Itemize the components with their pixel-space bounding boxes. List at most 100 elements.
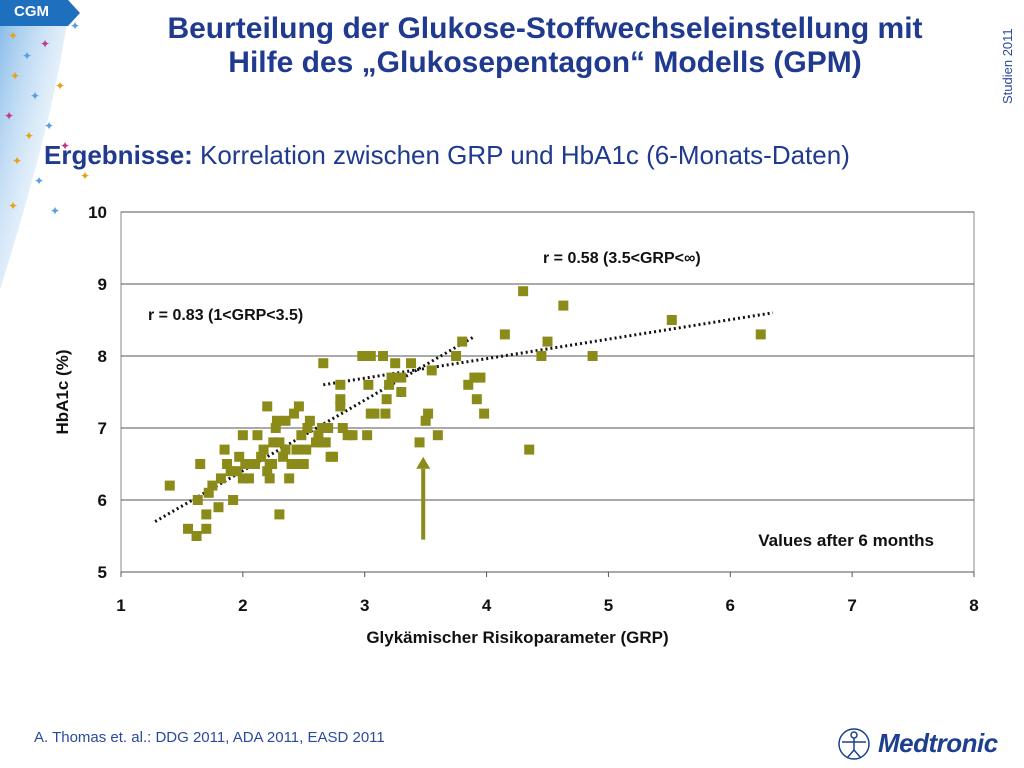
data-point-28 <box>267 459 278 469</box>
data-point-92 <box>518 286 529 297</box>
data-point-19 <box>237 430 248 441</box>
data-point-35 <box>278 451 289 462</box>
data-point-59 <box>335 394 346 405</box>
medtronic-logo: Medtronic <box>878 728 998 758</box>
data-point-53 <box>320 437 331 448</box>
plot-area <box>120 211 975 573</box>
data-point-10 <box>215 473 226 484</box>
data-point-1 <box>183 523 194 534</box>
data-point-94 <box>536 351 547 361</box>
annotation-arrow <box>416 456 431 540</box>
data-point-49 <box>310 437 321 448</box>
data-point-90 <box>479 408 490 419</box>
svg-text:✦: ✦ <box>70 19 80 33</box>
data-point-74 <box>386 372 397 383</box>
annotation-note: Values after 6 months <box>758 531 934 550</box>
y-tick-labels: 5 6 7 8 9 10 <box>88 203 107 582</box>
data-point-8 <box>207 480 218 491</box>
svg-text:✦: ✦ <box>34 174 44 188</box>
data-point-21 <box>250 459 261 469</box>
data-point-3 <box>192 495 203 505</box>
subtitle-text: Korrelation zwischen GRP und HbA1c (6-Mo… <box>192 140 850 170</box>
reference-citation: A. Thomas et. al.: DDG 2011, ADA 2011, E… <box>34 729 385 746</box>
data-point-83 <box>432 430 443 441</box>
x-tick-labels: 1 2 3 4 5 6 7 8 <box>116 572 979 615</box>
y-tick-label-7: 7 <box>98 419 107 438</box>
data-point-7 <box>203 487 214 498</box>
data-point-56 <box>328 451 339 462</box>
x-axis-label: Glykämischer Risikoparameter (GRP) <box>366 628 668 647</box>
data-point-38 <box>284 473 295 484</box>
data-point-97 <box>587 351 598 361</box>
data-point-32 <box>271 415 282 426</box>
data-point-34 <box>274 509 285 520</box>
data-point-36 <box>280 444 291 455</box>
data-point-18 <box>240 459 251 469</box>
annotation-r-high: r = 0.58 (3.5<GRP<∞) <box>543 250 701 267</box>
cgm-badge-label: CGM <box>14 3 49 20</box>
svg-text:✦: ✦ <box>50 204 60 218</box>
x-tick-label-3: 3 <box>360 596 369 615</box>
svg-text:✦: ✦ <box>8 199 18 213</box>
data-point-26 <box>264 473 275 484</box>
data-point-76 <box>396 387 407 397</box>
data-point-44 <box>296 430 307 441</box>
data-point-54 <box>323 423 334 433</box>
data-point-64 <box>357 351 368 361</box>
data-point-43 <box>293 401 304 412</box>
data-point-6 <box>201 509 212 520</box>
data-point-47 <box>302 423 313 433</box>
data-point-80 <box>420 415 431 426</box>
x-tick-label-4: 4 <box>482 596 492 615</box>
medtronic-figure-icon <box>838 728 870 760</box>
data-point-88 <box>471 394 482 405</box>
data-point-46 <box>301 444 312 455</box>
data-point-60 <box>335 379 346 390</box>
data-point-78 <box>406 358 417 369</box>
x-tick-label-8: 8 <box>969 596 978 615</box>
svg-text:✦: ✦ <box>44 119 54 133</box>
x-tick-label-1: 1 <box>116 596 125 615</box>
svg-text:✦: ✦ <box>55 79 65 93</box>
data-point-11 <box>219 444 230 455</box>
data-point-79 <box>414 437 425 448</box>
data-point-73 <box>384 379 395 390</box>
data-point-14 <box>228 495 239 505</box>
data-point-87 <box>469 372 480 383</box>
data-point-71 <box>380 408 391 419</box>
data-point-31 <box>270 423 281 433</box>
data-point-40 <box>289 408 300 419</box>
svg-text:✦: ✦ <box>4 109 14 123</box>
y-tick-label-10: 10 <box>88 203 107 222</box>
subtitle-bold: Ergebnisse: <box>44 140 193 170</box>
x-tick-label-6: 6 <box>726 596 735 615</box>
data-point-9 <box>213 502 224 513</box>
data-point-85 <box>457 336 468 347</box>
gridlines <box>121 211 974 573</box>
page-title-line-1: Beurteilung der Glukose-Stoffwechseleins… <box>167 12 923 45</box>
data-point-51 <box>317 423 328 433</box>
data-point-15 <box>231 466 242 477</box>
y-axis-label: HbA1c (%) <box>53 349 72 434</box>
data-point-70 <box>377 351 388 361</box>
data-point-24 <box>258 444 269 455</box>
data-point-33 <box>274 437 285 448</box>
data-point-0 <box>164 480 175 491</box>
svg-text:✦: ✦ <box>80 169 90 183</box>
data-point-37 <box>280 415 291 426</box>
section-subtitle: Ergebnisse: Korrelation zwischen GRP und… <box>44 140 850 171</box>
data-point-84 <box>451 351 462 361</box>
svg-text:✦: ✦ <box>40 37 50 51</box>
data-point-22 <box>252 430 263 441</box>
data-point-65 <box>362 430 373 441</box>
data-point-98 <box>666 315 677 325</box>
data-point-25 <box>262 466 273 477</box>
data-point-17 <box>237 473 248 484</box>
svg-text:✦: ✦ <box>24 129 34 143</box>
svg-text:✦: ✦ <box>8 29 18 43</box>
x-tick-label-5: 5 <box>604 596 613 615</box>
data-point-45 <box>298 459 309 469</box>
svg-text:✦: ✦ <box>22 49 32 63</box>
data-point-16 <box>234 451 245 462</box>
data-point-75 <box>390 358 401 369</box>
